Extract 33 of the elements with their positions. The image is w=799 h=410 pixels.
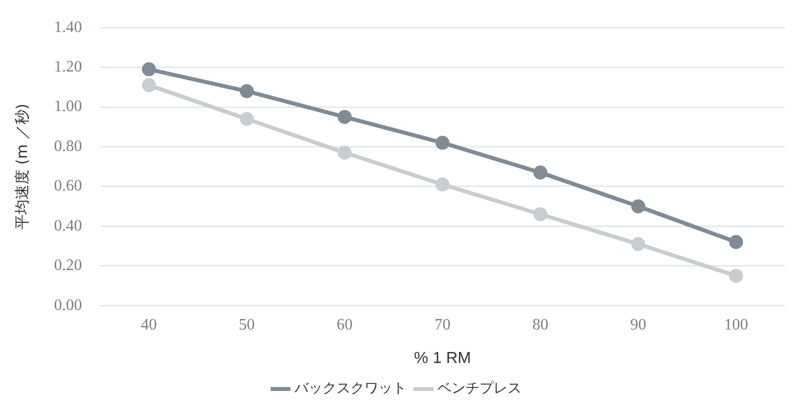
x-tick-label: 70 xyxy=(434,316,450,334)
point xyxy=(729,268,744,283)
y-tick-label: 1.20 xyxy=(54,58,82,76)
point xyxy=(631,199,646,214)
y-tick-label: 1.40 xyxy=(54,18,82,36)
point xyxy=(338,146,352,160)
x-tick-label: 50 xyxy=(238,316,255,334)
point xyxy=(240,84,254,98)
x-tick-label: 80 xyxy=(532,316,548,334)
legend-label: バックスクワット xyxy=(294,380,406,397)
point xyxy=(338,110,352,124)
point xyxy=(240,112,254,126)
y-tick-label: 0.60 xyxy=(54,178,82,195)
x-tick-label: 40 xyxy=(140,316,157,334)
x-tick-label: 60 xyxy=(336,316,353,334)
y-tick-label: 0.20 xyxy=(54,257,82,274)
point xyxy=(436,177,450,192)
y-tick-label: 1.00 xyxy=(54,98,82,116)
point xyxy=(142,78,156,92)
point xyxy=(533,207,548,222)
point xyxy=(533,166,548,180)
y-tick-label: 0.80 xyxy=(54,138,82,155)
point xyxy=(729,235,744,250)
x-tick-label: 100 xyxy=(724,316,748,334)
legend-label: ベンチプレス xyxy=(438,380,522,397)
y-tick-label: 0.40 xyxy=(54,217,82,234)
point xyxy=(631,237,646,252)
y-axis-title: 平均速度 (m ／秒) xyxy=(12,104,31,230)
y-tick-label: 0.00 xyxy=(54,296,82,314)
point xyxy=(436,136,450,150)
x-axis-title: % 1 RM xyxy=(414,350,471,367)
x-tick-label: 90 xyxy=(630,316,646,334)
point xyxy=(142,62,156,76)
